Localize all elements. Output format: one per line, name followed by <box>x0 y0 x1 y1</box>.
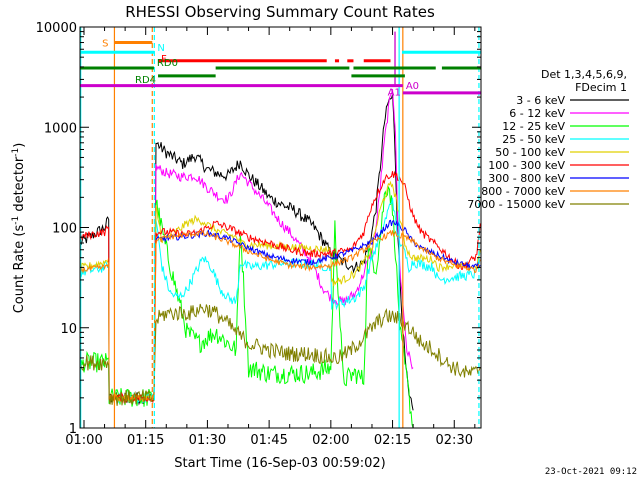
legend-entry-label: 300 - 800 keV <box>488 172 565 185</box>
series-line-5 <box>80 170 481 404</box>
x-tick-label: 01:00 <box>65 433 102 448</box>
x-axis-label: Start Time (16-Sep-03 00:59:02) <box>174 456 385 471</box>
x-tick-label: 02:30 <box>436 433 473 448</box>
legend-entry-label: 100 - 300 keV <box>488 159 565 172</box>
generated-timestamp: 23-Oct-2021 09:12 <box>545 467 637 477</box>
legend-header-1: FDecim 1 <box>575 81 627 94</box>
flag-label-a1: A1 <box>388 88 401 99</box>
flag-label-n: N <box>157 43 164 54</box>
y-axis-label-part: ) <box>12 143 27 148</box>
legend-entry-label: 12 - 25 keV <box>502 120 565 133</box>
legend-entry-label: 6 - 12 keV <box>509 107 565 120</box>
y-axis-label-exponent: -1 <box>11 216 21 225</box>
y-axis-label: Count Rate (s-1 detector-1) <box>11 143 27 314</box>
legend-entry-label: 50 - 100 keV <box>495 146 565 159</box>
series-line-3 <box>80 197 481 404</box>
y-tick-label: 10 <box>60 322 77 337</box>
series-line-1 <box>153 88 414 398</box>
y-tick-label: 100 <box>52 222 77 237</box>
x-tick-label: 01:30 <box>189 433 226 448</box>
flag-label-a0: A0 <box>406 81 419 92</box>
flag-label-rd0: RD0 <box>157 58 178 69</box>
y-tick-label: 1 <box>69 422 77 437</box>
y-axis-label-exponent: -1 <box>11 148 21 157</box>
legend-entry-label: 7000 - 15000 keV <box>467 198 565 211</box>
flag-label-f: F <box>161 54 167 65</box>
legend-entry-label: 25 - 50 keV <box>502 133 565 146</box>
x-tick-label: 02:15 <box>374 433 411 448</box>
y-tick-label: 1000 <box>44 121 77 136</box>
flag-label-s: S <box>102 39 108 50</box>
y-axis-label-part: detector <box>12 156 27 216</box>
y-tick-label: 10000 <box>36 21 77 36</box>
x-tick-label: 01:15 <box>127 433 164 448</box>
series-line-8 <box>80 303 481 406</box>
legend-header-0: Det 1,3,4,5,6,9, <box>541 68 627 81</box>
x-tick-label: 02:00 <box>312 433 349 448</box>
series-line-7 <box>80 229 481 402</box>
legend-entry-label: 800 - 7000 keV <box>481 185 565 198</box>
x-tick-label: 01:45 <box>250 433 287 448</box>
axes: 01:00 01:15 01:30 01:45 02:00 02:15 02:30 1 10 10… <box>36 21 482 448</box>
legend-entry-label: 3 - 6 keV <box>516 94 565 107</box>
chart-title: RHESSI Observing Summary Count Rates <box>125 3 435 21</box>
y-axis-label-part: Count Rate (s <box>12 225 27 314</box>
flag-label-rd4: RD4 <box>135 75 156 86</box>
